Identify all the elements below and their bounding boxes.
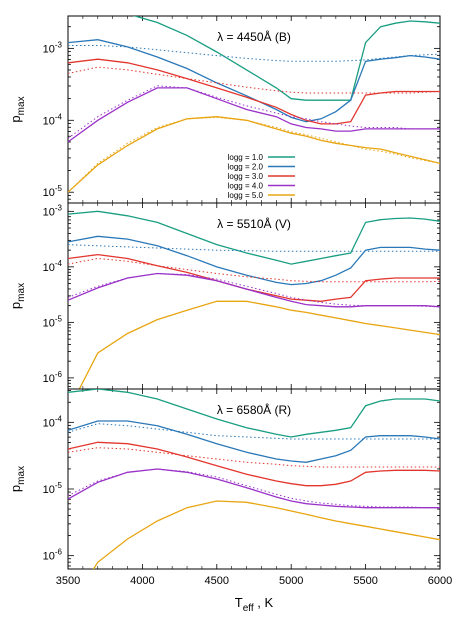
x-tick-label: 4500 — [205, 575, 229, 587]
y-axis-label: pmax — [8, 466, 27, 492]
y-tick-label: 10-3 — [43, 40, 63, 55]
x-tick-label: 5000 — [279, 575, 303, 587]
x-axis-label: Teff , K — [235, 595, 274, 614]
x-tick-label: 4000 — [130, 575, 154, 587]
panel-3: 10-6 10-5 10-4 λ = 6580Å (R) pmax — [8, 388, 441, 570]
series-line-3.0 — [68, 441, 440, 487]
y-tick-label: 10-5 — [43, 184, 63, 199]
series-line-3.0 — [68, 58, 440, 125]
legend-label: logg = 2.0 — [228, 163, 264, 172]
x-tick-label: 5500 — [353, 575, 377, 587]
series-line-4.0 — [68, 272, 440, 308]
y-axis-label: pmax — [8, 96, 27, 122]
x-tick-label: 6000 — [428, 575, 452, 587]
series-dotted-3.0 — [68, 447, 440, 468]
series-line-2.0 — [68, 420, 440, 463]
series-dotted-2.0 — [68, 423, 440, 440]
plot-frame — [67, 388, 441, 570]
y-tick-label: 10-6 — [43, 370, 63, 385]
series-line-1.0 — [68, 389, 440, 438]
series-dotted-2.0 — [68, 45, 440, 62]
panel-title: λ = 6580Å (R) — [217, 402, 291, 417]
series-dotted-3.0 — [68, 257, 440, 283]
x-tick-label: 3500 — [56, 575, 80, 587]
legend-label: logg = 1.0 — [228, 153, 264, 162]
y-tick-label: 10-4 — [43, 259, 63, 274]
series-line-2.0 — [68, 39, 440, 123]
series-dotted-3.0 — [68, 66, 440, 94]
x-axis: 3500 4000 4500 5000 5500 6000 Teff , K — [56, 575, 452, 614]
y-tick-label: 10-5 — [43, 481, 63, 496]
series-dotted-4.0 — [68, 85, 440, 139]
series-line-5.0 — [92, 500, 440, 569]
legend-label: logg = 5.0 — [228, 191, 264, 200]
series-line-4.0 — [68, 468, 440, 509]
series-line-3.0 — [68, 253, 440, 302]
series-line-1.0 — [68, 210, 440, 265]
series-line-4.0 — [68, 87, 440, 143]
y-tick-label: 10-4 — [43, 414, 63, 429]
series-dotted-2.0 — [68, 244, 440, 252]
y-tick-label: 10-6 — [43, 548, 63, 563]
y-tick-label: 10-4 — [43, 112, 63, 127]
legend-label: logg = 3.0 — [228, 172, 264, 181]
series-dotted-4.0 — [68, 468, 440, 509]
series-line-1.0 — [132, 16, 440, 101]
y-tick-label: 10-5 — [43, 314, 63, 329]
legend-label: logg = 4.0 — [228, 182, 264, 191]
series-line-5.0 — [78, 300, 440, 389]
panel-title: λ = 5510Å (V) — [217, 216, 291, 231]
y-tick-label: 10-3 — [43, 203, 63, 218]
y-axis-label: pmax — [8, 283, 27, 309]
series-line-5.0 — [68, 116, 440, 193]
panel-2: 10-6 10-5 10-4 10-3 λ = 5510Å (V) pmax — [8, 202, 441, 390]
series-line-2.0 — [68, 235, 440, 286]
panel-title: λ = 4450Å (B) — [217, 29, 291, 44]
